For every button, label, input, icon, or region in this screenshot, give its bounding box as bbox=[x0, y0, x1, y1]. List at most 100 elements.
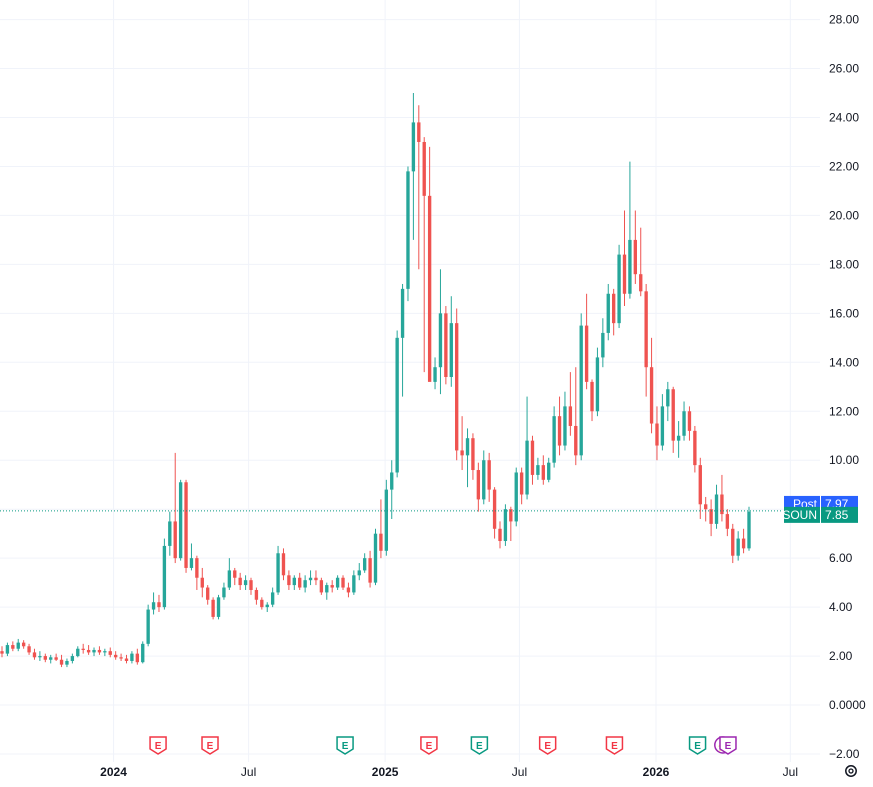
candle bbox=[704, 496, 708, 522]
candle-body bbox=[5, 645, 10, 654]
candle-body bbox=[124, 658, 129, 661]
gear-icon[interactable] bbox=[845, 765, 857, 777]
candle-body bbox=[671, 389, 675, 441]
candle bbox=[54, 653, 58, 661]
candle-body bbox=[195, 558, 199, 578]
candle bbox=[379, 499, 383, 559]
gear-icon-hub bbox=[848, 768, 854, 774]
candle bbox=[335, 575, 340, 590]
candle bbox=[449, 296, 453, 387]
candle-body bbox=[514, 472, 518, 522]
candle bbox=[92, 647, 96, 657]
candle-body bbox=[292, 577, 296, 586]
candle-body bbox=[455, 323, 459, 451]
candle bbox=[666, 381, 670, 422]
candle-body bbox=[584, 325, 589, 382]
candle-body bbox=[747, 511, 751, 549]
candle bbox=[617, 244, 621, 329]
candle bbox=[292, 575, 296, 590]
candle-body bbox=[184, 482, 188, 568]
earnings-marker[interactable]: E bbox=[201, 736, 219, 755]
x-tick-label: 2024 bbox=[100, 765, 127, 779]
candle-body bbox=[704, 504, 708, 510]
candle bbox=[157, 594, 161, 613]
candle-body bbox=[238, 577, 242, 586]
candle bbox=[465, 428, 470, 488]
candle bbox=[135, 648, 140, 665]
candle-body bbox=[487, 460, 491, 490]
candle-body bbox=[611, 293, 616, 324]
candle bbox=[492, 487, 497, 539]
candle-body bbox=[222, 587, 226, 598]
candle bbox=[482, 450, 486, 505]
candle-body bbox=[362, 558, 367, 571]
candle-body bbox=[32, 652, 37, 658]
candle-body bbox=[168, 521, 172, 546]
candle bbox=[16, 638, 20, 652]
candle-body bbox=[471, 438, 475, 471]
event-marker-bg bbox=[688, 736, 707, 755]
price-badge-soun: SOUN 7.85 bbox=[782, 506, 858, 523]
event-marker-label: E bbox=[476, 741, 483, 752]
candle bbox=[303, 575, 307, 593]
candle-body bbox=[422, 141, 426, 196]
candle-body bbox=[628, 239, 632, 294]
event-marker-label: E bbox=[342, 741, 349, 752]
candle bbox=[530, 435, 535, 485]
candle-body bbox=[325, 585, 329, 593]
candle-body bbox=[492, 489, 497, 529]
candle-body bbox=[476, 470, 481, 500]
candle bbox=[682, 401, 686, 441]
x-tick-label: 2026 bbox=[643, 765, 670, 779]
y-tick-label: 14.00 bbox=[829, 355, 859, 369]
y-tick-label: 24.00 bbox=[829, 111, 859, 125]
earnings-marker[interactable]: E bbox=[605, 736, 624, 755]
candle bbox=[590, 379, 594, 422]
candle-body bbox=[373, 533, 378, 583]
candle bbox=[168, 511, 172, 556]
price-axis[interactable]: 28.00 26.00 24.00 22.00 20.00 18.00 16.00 14.00… bbox=[829, 13, 866, 761]
earnings-marker[interactable]: E bbox=[149, 736, 167, 755]
candle bbox=[124, 654, 129, 664]
candle bbox=[238, 572, 242, 590]
candle bbox=[103, 648, 107, 657]
candle bbox=[216, 594, 221, 620]
candle-body bbox=[265, 604, 269, 608]
candle-body bbox=[346, 587, 351, 593]
earnings-marker[interactable]: E bbox=[538, 736, 557, 755]
candle bbox=[260, 597, 264, 610]
candle bbox=[362, 553, 367, 573]
event-marker-bg bbox=[470, 736, 489, 755]
candle bbox=[43, 653, 47, 663]
candle-body bbox=[146, 609, 150, 644]
candle bbox=[146, 604, 150, 647]
earnings-marker[interactable]: E bbox=[719, 736, 737, 755]
candle bbox=[319, 577, 324, 595]
candle bbox=[11, 641, 15, 652]
candle-body bbox=[530, 440, 535, 475]
candle bbox=[76, 646, 80, 658]
earnings-marker[interactable]: E bbox=[420, 736, 438, 755]
earnings-marker[interactable]: E bbox=[470, 736, 489, 755]
candle-body bbox=[49, 657, 53, 660]
earnings-marker[interactable]: E bbox=[336, 736, 354, 755]
candle-body bbox=[676, 435, 681, 441]
candle bbox=[525, 396, 529, 500]
candle-body bbox=[216, 597, 221, 617]
earnings-marker[interactable]: E bbox=[688, 736, 707, 755]
y-tick-label: 22.00 bbox=[829, 159, 859, 173]
candle-body bbox=[698, 465, 702, 505]
candle-body bbox=[465, 438, 470, 456]
candle-body bbox=[687, 411, 692, 431]
candle bbox=[579, 313, 583, 461]
event-marker-bg bbox=[201, 736, 219, 755]
candle bbox=[476, 462, 481, 512]
candle bbox=[514, 467, 518, 527]
candle bbox=[81, 643, 85, 654]
candle-body bbox=[406, 171, 410, 289]
time-axis[interactable]: 2024 Jul 2025 Jul 2026 Jul bbox=[100, 765, 798, 779]
candle bbox=[59, 654, 64, 668]
candle bbox=[676, 421, 681, 458]
candle-body bbox=[411, 122, 416, 172]
